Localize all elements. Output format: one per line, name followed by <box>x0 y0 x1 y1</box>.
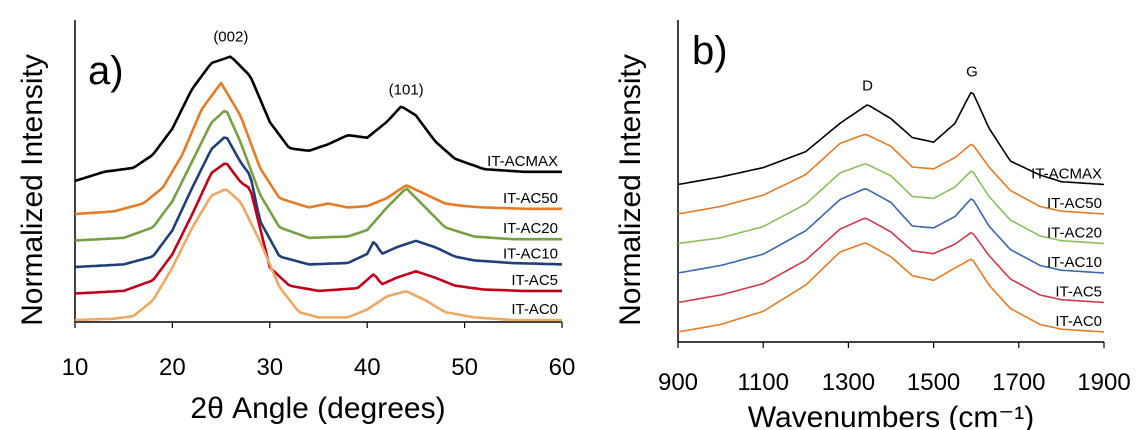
series-line <box>74 109 562 242</box>
panel-b-series-labels: IT-ACMAX IT-AC50 IT-AC20 IT-AC10 IT-AC5 IT-AC… <box>1031 166 1102 331</box>
panel-b-traces <box>677 91 1105 333</box>
x-tick-label: 20 <box>159 354 186 381</box>
panel-b-ticks: 900 1100 1300 1500 1700 1900 <box>658 342 1131 396</box>
series-label: IT-AC50 <box>503 190 558 207</box>
series-line <box>74 55 562 183</box>
series-label: IT-AC10 <box>1047 254 1102 271</box>
series-line <box>677 91 1105 186</box>
series-line <box>677 242 1105 333</box>
panel-a-series-labels: IT-ACMAX IT-AC50 IT-AC20 IT-AC10 IT-AC5 IT-AC… <box>487 153 558 318</box>
x-tick-label: 1700 <box>992 369 1045 396</box>
series-label: IT-AC5 <box>1055 284 1102 301</box>
peak-annotation: G <box>966 64 978 81</box>
series-line <box>74 81 562 216</box>
series-label: IT-AC20 <box>503 220 558 237</box>
series-label: IT-AC0 <box>511 301 558 318</box>
panel-a-ticks: 10 20 30 40 50 60 <box>62 322 576 381</box>
panel-a-traces <box>74 55 563 322</box>
panel-b: b) Wavenumbers (cm⁻¹) Normalized Intensi… <box>614 20 1131 430</box>
x-tick-label: 40 <box>354 354 381 381</box>
x-tick-label: 1100 <box>737 369 789 396</box>
panel-a: a) 2θ Angle (degrees) Normalized Intensi… <box>16 20 575 425</box>
series-label: IT-AC10 <box>503 245 558 262</box>
panel-a-y-title: Normalized Intensity <box>16 54 49 326</box>
x-tick-label: 1500 <box>907 369 960 396</box>
peak-annotation: (002) <box>213 29 248 46</box>
x-tick-label: 30 <box>256 354 283 381</box>
panel-b-annotations: DG <box>862 64 978 95</box>
series-label: IT-ACMAX <box>1031 166 1102 183</box>
series-label: IT-AC0 <box>1055 313 1102 330</box>
series-line <box>677 217 1105 304</box>
x-tick-label: 60 <box>549 354 576 381</box>
series-line <box>677 188 1105 274</box>
series-line <box>74 188 562 322</box>
x-tick-label: 1300 <box>822 369 875 396</box>
panel-a-x-title: 2θ Angle (degrees) <box>190 392 445 425</box>
series-line <box>74 136 563 269</box>
panel-a-letter: a) <box>88 49 124 93</box>
series-label: IT-ACMAX <box>487 153 558 170</box>
series-label: IT-AC20 <box>1047 225 1102 242</box>
panel-a-annotations: (002) (101) <box>213 29 423 99</box>
peak-annotation: (101) <box>389 81 424 98</box>
panel-b-x-title: Wavenumbers (cm⁻¹) <box>748 401 1034 430</box>
series-line <box>74 162 562 295</box>
x-tick-label: 10 <box>62 354 89 381</box>
x-tick-label: 1900 <box>1077 369 1130 396</box>
peak-annotation: D <box>862 78 873 95</box>
panel-b-y-title: Normalized Intensity <box>614 54 647 326</box>
series-line <box>677 163 1105 245</box>
series-label: IT-AC50 <box>1047 195 1102 212</box>
series-line <box>677 133 1105 215</box>
x-tick-label: 50 <box>451 354 478 381</box>
x-tick-label: 900 <box>658 369 698 396</box>
series-label: IT-AC5 <box>511 272 558 289</box>
panel-b-letter: b) <box>692 29 728 73</box>
